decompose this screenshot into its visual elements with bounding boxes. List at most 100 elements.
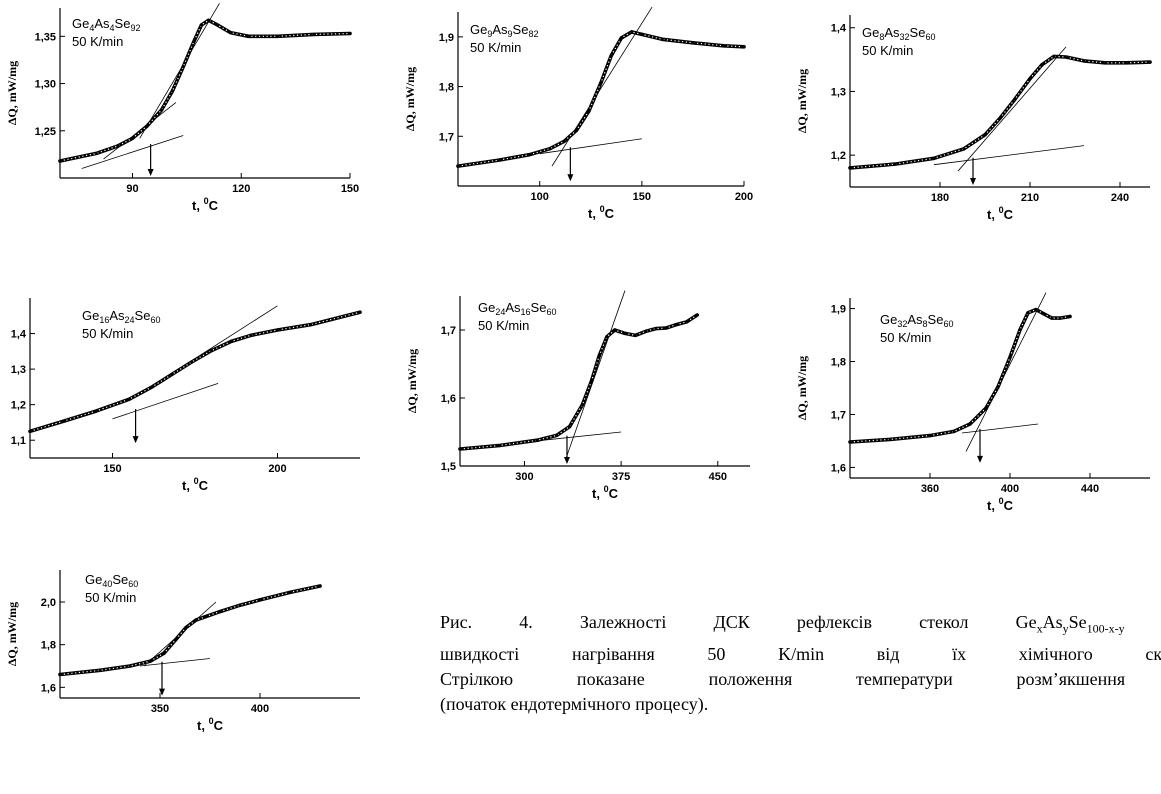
x-axis-unit: C [1004,207,1014,222]
tg-arrow-head [159,688,165,696]
tangent-line [112,382,219,420]
data-series-markers [849,309,1071,443]
x-tick-label: 200 [735,191,753,203]
data-point [312,32,316,37]
element-symbol: As [492,22,508,37]
tangent-line [551,6,653,167]
degree-sign: 0 [204,196,209,206]
data-point [207,18,211,22]
y-axis-title: ΔQ, mW/mg [5,61,19,125]
composition-label: Ge32As8Se60 [880,312,953,329]
element-symbol: As [94,16,110,31]
data-point [1050,316,1054,320]
dsc-panel-3: 180 210 240 1,2 1,3 1,4 t, 0C ΔQ, mW/mg Ge8As32S… [795,15,1152,222]
data-point [456,164,460,168]
x-tick-label: 400 [1001,483,1019,495]
data-point [609,54,613,58]
data-point [148,659,152,663]
subscript: 24 [125,315,135,325]
data-point [246,34,251,38]
caption-line-1: Рис. 4. Залежності ДСК рефлексів стекол … [440,612,1125,636]
x-tick-label: 240 [1111,192,1129,204]
x-axis-title-text: t, [987,207,999,222]
x-tick-label: 120 [232,183,250,195]
data-point [605,335,609,339]
dsc-panel-6: 360 400 440 1,6 1,7 1,8 1,9 t, 0C ΔQ, mW/mg Ge32A… [795,292,1150,513]
data-point [192,39,196,43]
data-point [170,89,174,93]
subscript: 16 [521,307,531,317]
y-tick-label: 1,4 [11,329,27,341]
x-axis-title-text: t, [588,206,600,221]
subscript: 9 [487,29,492,39]
data-point [288,590,292,595]
x-tick-label: 210 [1021,192,1039,204]
tg-arrow-head [132,436,139,444]
tangent-line [965,292,1047,452]
data-point [589,379,594,383]
data-point [458,447,462,451]
data-point [1013,97,1017,101]
data-point [190,360,194,364]
composition-label: Ge24As16Se60 [478,300,556,317]
figure-caption: Рис. 4. Залежності ДСК рефлексів стекол … [440,610,1161,717]
data-point [962,147,966,151]
subscript: 60 [925,32,935,42]
data-point [358,310,362,314]
composition-label: Ge4As4Se92 [72,16,140,33]
subscript: 32 [897,319,907,329]
composition-label: Ge40Se60 [85,572,138,589]
tg-arrow-head [970,178,976,185]
data-point [181,64,185,69]
subscript: 8 [923,319,928,329]
x-axis-unit: C [199,478,209,493]
data-series-line [458,313,700,451]
data-point [308,323,313,327]
subscript: 92 [130,23,140,33]
data-point [587,109,591,114]
data-point [555,433,559,437]
data-point [1040,63,1044,67]
y-tick-label: 1,4 [831,23,847,35]
data-point [664,326,668,330]
y-axis-title: ΔQ, mW/mg [5,602,19,666]
data-point [249,333,253,337]
x-tick-label: 440 [1081,483,1099,495]
data-point [630,30,634,34]
y-tick-label: 1,3 [11,364,26,376]
data-point [633,333,637,338]
data-point [98,668,102,672]
x-axis-unit: C [605,206,615,221]
data-point [527,153,532,157]
data-point [983,133,987,137]
caption-line-4: (початок ендотермічного процесу). [440,693,709,714]
data-point [996,385,1000,389]
tangent-line [933,145,1085,166]
data-point [984,406,988,410]
data-point [128,664,132,668]
heating-rate-label: 50 K/min [72,34,123,49]
y-tick-label: 1,8 [831,357,846,369]
data-series-line [848,54,1152,170]
data-point [194,618,198,622]
y-tick-label: 1,7 [441,325,456,337]
element-symbol: Se [513,22,529,37]
x-tick-label: 300 [515,471,533,483]
data-point [998,116,1002,120]
data-point [159,108,164,112]
element-symbol: Ge [478,300,495,315]
x-tick-label: 200 [268,463,286,475]
data-point [1058,316,1062,320]
subscript: 4 [110,23,115,33]
y-tick-label: 1,8 [41,640,56,652]
data-point [695,313,699,317]
data-point [116,144,120,148]
y-tick-label: 1,9 [831,304,846,316]
data-point [204,614,208,619]
data-point [619,36,624,40]
x-tick-label: 90 [126,183,138,195]
data-point [1026,311,1030,315]
data-point [228,30,232,35]
x-axis-title-text: t, [182,478,194,493]
